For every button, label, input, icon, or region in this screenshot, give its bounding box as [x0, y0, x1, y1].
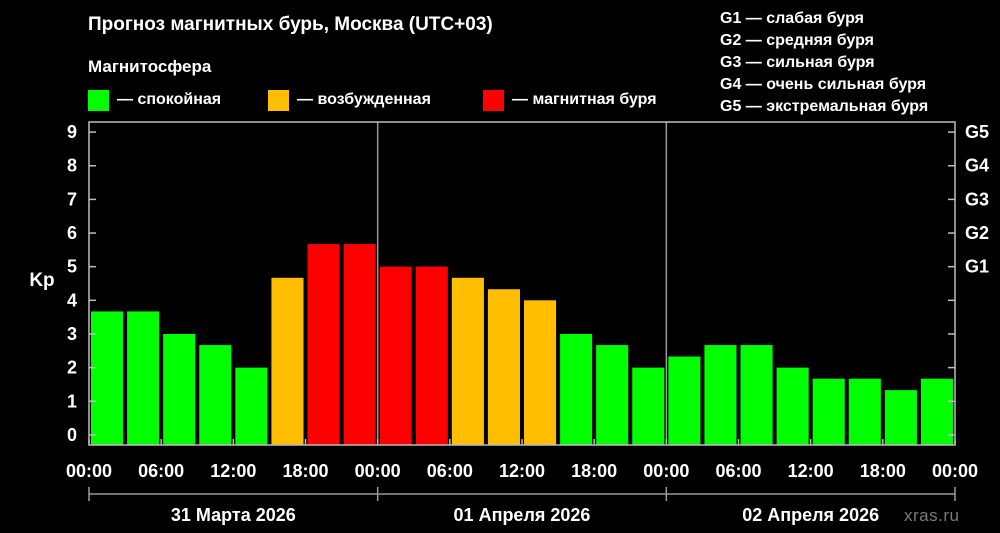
kp-bar	[379, 266, 412, 445]
kp-bar	[235, 367, 268, 445]
y-tick-label: 6	[67, 223, 77, 243]
kp-bar	[487, 289, 520, 445]
legend-swatch-storm	[483, 89, 504, 111]
storm-scale-g5: G5 — экстремальная буря	[720, 98, 929, 115]
x-tick-label: 18:00	[860, 461, 906, 481]
y-tick-label: 2	[67, 358, 77, 378]
legend-item-storm: — магнитная буря	[483, 89, 657, 111]
kp-bar	[704, 345, 737, 445]
legend-label-quiet: — спокойная	[117, 91, 222, 108]
legend-label-active: — возбужденная	[297, 91, 431, 108]
kp-bar	[632, 367, 665, 445]
x-tick-label: 06:00	[138, 461, 184, 481]
legend-item-quiet: — спокойная	[88, 89, 221, 111]
y-axis-label: Kp	[29, 270, 54, 291]
day-label: 01 Апреля 2026	[454, 505, 591, 525]
legend-title: Магнитосфера	[88, 57, 212, 76]
kp-bar	[163, 333, 196, 445]
kp-bar	[415, 266, 448, 445]
kp-bar	[199, 345, 232, 445]
storm-scale-g3: G3 — сильная буря	[720, 54, 875, 71]
y-tick-label: 9	[67, 122, 77, 142]
x-tick-label: 00:00	[932, 461, 978, 481]
chart-title: Прогноз магнитных бурь, Москва (UTC+03)	[88, 14, 493, 35]
x-tick-label: 18:00	[282, 461, 328, 481]
kp-bar	[920, 378, 953, 445]
x-tick-label: 18:00	[571, 461, 617, 481]
day-label: 31 Марта 2026	[171, 505, 296, 525]
day-label: 02 Апреля 2026	[742, 505, 879, 525]
legend-item-active: — возбужденная	[268, 89, 431, 111]
g-level-label: G1	[965, 257, 989, 277]
kp-bar	[524, 300, 557, 445]
kp-bar	[91, 311, 124, 445]
kp-bar	[560, 333, 593, 445]
kp-bar	[343, 244, 376, 445]
y-tick-label: 7	[67, 189, 77, 209]
x-tick-label: 12:00	[210, 461, 256, 481]
watermark: xras.ru	[904, 506, 960, 525]
storm-scale-g4: G4 — очень сильная буря	[720, 76, 927, 93]
legend-label-storm: — магнитная буря	[512, 91, 657, 108]
x-tick-label: 12:00	[499, 461, 545, 481]
storm-scale-legend: G1 — слабая буря G2 — средняя буря G3 — …	[720, 8, 928, 118]
kp-bar	[740, 345, 773, 445]
y-tick-label: 8	[67, 156, 77, 176]
x-tick-label: 00:00	[66, 461, 112, 481]
storm-scale-g1: G1 — слабая буря	[720, 10, 865, 27]
kp-bar	[668, 356, 701, 445]
y-tick-label: 4	[67, 290, 77, 310]
x-tick-label: 12:00	[788, 461, 834, 481]
g-level-label: G3	[965, 189, 989, 209]
kp-bar	[596, 345, 629, 445]
x-tick-label: 00:00	[643, 461, 689, 481]
x-tick-label: 06:00	[715, 461, 761, 481]
kp-bar	[271, 277, 304, 445]
y-tick-label: 1	[67, 391, 77, 411]
y-tick-label: 5	[67, 257, 77, 277]
kp-bar	[127, 311, 160, 445]
kp-bar	[776, 367, 809, 445]
kp-bar	[451, 277, 484, 445]
x-tick-label: 06:00	[427, 461, 473, 481]
g-level-label: G4	[965, 156, 989, 176]
g-level-label: G5	[965, 122, 989, 142]
kp-bar	[884, 390, 917, 445]
legend-swatch-quiet	[88, 89, 109, 111]
y-tick-label: 0	[67, 425, 77, 445]
y-tick-label: 3	[67, 324, 77, 344]
legend-swatch-active	[268, 89, 289, 111]
g-level-label: G2	[965, 223, 989, 243]
kp-bar	[848, 378, 881, 445]
kp-bar	[307, 244, 340, 445]
storm-scale-g2: G2 — средняя буря	[720, 32, 874, 49]
x-tick-label: 00:00	[355, 461, 401, 481]
kp-bar	[812, 378, 845, 445]
